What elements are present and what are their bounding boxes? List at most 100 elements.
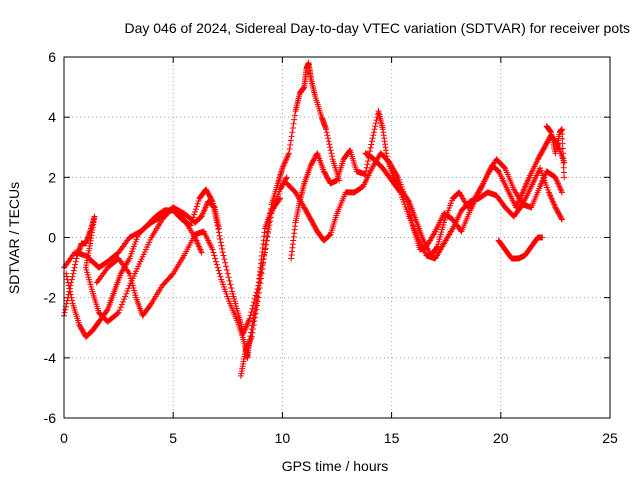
- data-point-interp: [62, 306, 69, 313]
- data-point: [368, 138, 375, 145]
- series-trace-8: [362, 150, 565, 262]
- data-point: [539, 234, 546, 241]
- data-point-interp: [259, 265, 266, 272]
- y-axis-label: SDTVAR / TECUs: [6, 182, 22, 294]
- series-trace-9: [495, 234, 546, 262]
- data-point-interp: [325, 135, 332, 142]
- data-point-interp: [327, 147, 334, 154]
- y-tick-label: -4: [44, 350, 57, 366]
- data-point-interp: [253, 306, 260, 313]
- data-point-interp: [366, 148, 373, 155]
- data-point-interp: [328, 153, 335, 160]
- data-point-interp: [193, 203, 200, 210]
- x-tick-label: 20: [493, 430, 509, 446]
- data-point-interp: [72, 261, 79, 268]
- x-axis-label: GPS time / hours: [282, 458, 389, 474]
- data-point-interp: [249, 329, 256, 336]
- data-point-interp: [396, 188, 403, 195]
- data-point-interp: [216, 232, 223, 239]
- data-point-interp: [218, 242, 225, 249]
- data-point-interp: [324, 132, 331, 139]
- data-point-interp: [208, 197, 215, 204]
- data-point-interp: [287, 141, 294, 148]
- data-point: [561, 159, 568, 166]
- y-tick-label: 6: [48, 49, 56, 65]
- data-point-interp: [66, 285, 73, 292]
- data-point-interp: [64, 276, 71, 283]
- data-point-interp: [289, 124, 296, 131]
- plot-frame: [63, 56, 611, 419]
- data-point-interp: [370, 132, 377, 139]
- data-point: [198, 249, 205, 256]
- data-point-interp: [247, 312, 254, 319]
- data-point-interp: [215, 229, 222, 236]
- data-point-interp: [265, 229, 272, 236]
- y-tick-label: -6: [44, 410, 57, 426]
- data-point-interp: [501, 164, 508, 171]
- data-point-interp: [287, 137, 294, 144]
- data-point-interp: [364, 161, 371, 168]
- data-point-interp: [213, 258, 220, 265]
- data-point-interp: [65, 279, 72, 286]
- data-point-interp: [251, 318, 258, 325]
- data-point-interp: [259, 260, 266, 267]
- data-point-interp: [289, 129, 296, 136]
- y-tick-label: 4: [48, 109, 56, 125]
- data-point-interp: [65, 282, 72, 289]
- data-point-interp: [116, 307, 123, 314]
- data-point-interp: [326, 232, 333, 239]
- data-point-interp: [258, 270, 265, 277]
- data-point-interp: [169, 271, 176, 278]
- data-point-interp: [192, 206, 199, 213]
- data-point-interp: [213, 261, 220, 268]
- data-point-interp: [119, 298, 126, 305]
- data-point-interp: [327, 144, 334, 151]
- data-point-interp: [214, 222, 221, 229]
- data-point: [362, 171, 369, 178]
- data-point-interp: [225, 274, 232, 281]
- data-point-interp: [191, 211, 198, 218]
- data-point-interp: [291, 116, 298, 123]
- data-point-interp: [264, 233, 271, 240]
- data-point-interp: [224, 270, 231, 277]
- data-point: [323, 126, 330, 133]
- data-point-interp: [263, 232, 270, 239]
- data-point-interp: [494, 167, 501, 174]
- data-point-interp: [363, 164, 370, 171]
- data-point-interp: [265, 219, 272, 226]
- data-point-interp: [71, 264, 78, 271]
- data-point-interp: [433, 244, 440, 251]
- data-point-interp: [114, 310, 121, 317]
- data-point-interp: [371, 126, 378, 133]
- data-point-interp: [70, 270, 77, 277]
- data-point-interp: [323, 129, 330, 136]
- x-tick-label: 25: [602, 430, 618, 446]
- data-point-interp: [147, 301, 154, 308]
- data-point: [187, 222, 194, 229]
- data-point-interp: [265, 223, 272, 230]
- data-point-interp: [250, 325, 257, 332]
- data-point-interp: [283, 175, 290, 182]
- data-point-interp: [70, 267, 77, 274]
- y-tick-label: -2: [44, 290, 57, 306]
- x-tick-label: 15: [384, 430, 400, 446]
- data-point-interp: [226, 277, 233, 284]
- data-point-interp: [68, 294, 75, 301]
- data-point-interp: [211, 252, 218, 259]
- data-point-interp: [365, 158, 372, 165]
- data-point-interp: [263, 237, 270, 244]
- data-point-interp: [123, 290, 130, 297]
- data-point-interp: [219, 245, 226, 252]
- data-point-interp: [217, 239, 224, 246]
- data-point-interp: [121, 296, 128, 303]
- data-point-interp: [252, 310, 259, 317]
- data-point: [403, 198, 410, 205]
- data-point: [558, 189, 565, 196]
- data-point: [277, 195, 284, 202]
- data-point-interp: [257, 275, 264, 282]
- data-point-interp: [69, 273, 76, 280]
- data-point-interp: [368, 141, 375, 148]
- data-point-interp: [288, 133, 295, 140]
- data-point-interp: [291, 112, 298, 119]
